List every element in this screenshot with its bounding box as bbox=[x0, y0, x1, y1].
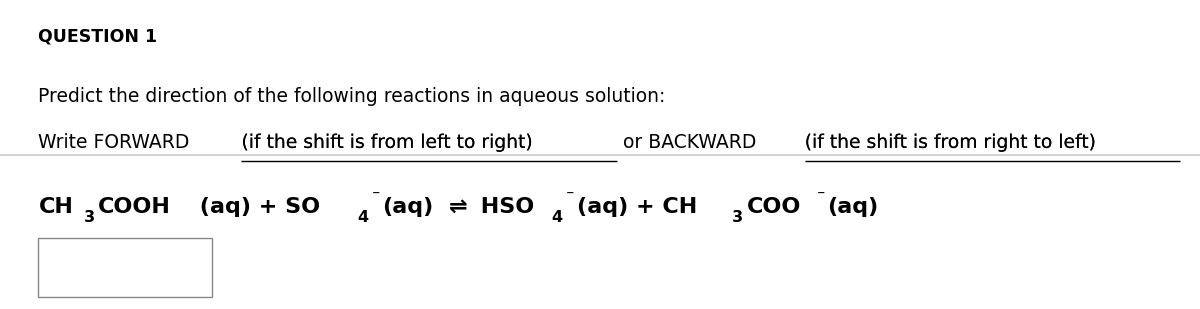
Text: COO: COO bbox=[746, 197, 800, 217]
Text: Predict the direction of the following reactions in aqueous solution:: Predict the direction of the following r… bbox=[38, 87, 666, 105]
Text: QUESTION 1: QUESTION 1 bbox=[38, 28, 157, 46]
Text: COOH: COOH bbox=[97, 197, 170, 217]
Text: 4: 4 bbox=[358, 210, 368, 225]
Text: CH: CH bbox=[38, 197, 73, 217]
Text: ⁻: ⁻ bbox=[566, 189, 575, 204]
Text: Write FORWARD: Write FORWARD bbox=[38, 133, 196, 152]
Text: (aq): (aq) bbox=[383, 197, 433, 217]
Text: HSO: HSO bbox=[473, 197, 534, 217]
Text: (if the shift is from right to left): (if the shift is from right to left) bbox=[805, 133, 1096, 152]
Text: (aq) + SO: (aq) + SO bbox=[192, 197, 320, 217]
Text: 3: 3 bbox=[732, 210, 743, 225]
FancyBboxPatch shape bbox=[38, 238, 212, 297]
Text: (if the shift is from left to right): (if the shift is from left to right) bbox=[241, 133, 533, 152]
Text: ⁻: ⁻ bbox=[817, 189, 826, 204]
Text: (aq) + CH: (aq) + CH bbox=[577, 197, 697, 217]
Text: (aq): (aq) bbox=[828, 197, 878, 217]
Text: 4: 4 bbox=[552, 210, 563, 225]
Text: ⇌: ⇌ bbox=[449, 197, 467, 217]
Text: ⁻: ⁻ bbox=[372, 189, 380, 204]
Text: 3: 3 bbox=[84, 210, 95, 225]
Text: or BACKWARD: or BACKWARD bbox=[617, 133, 762, 152]
